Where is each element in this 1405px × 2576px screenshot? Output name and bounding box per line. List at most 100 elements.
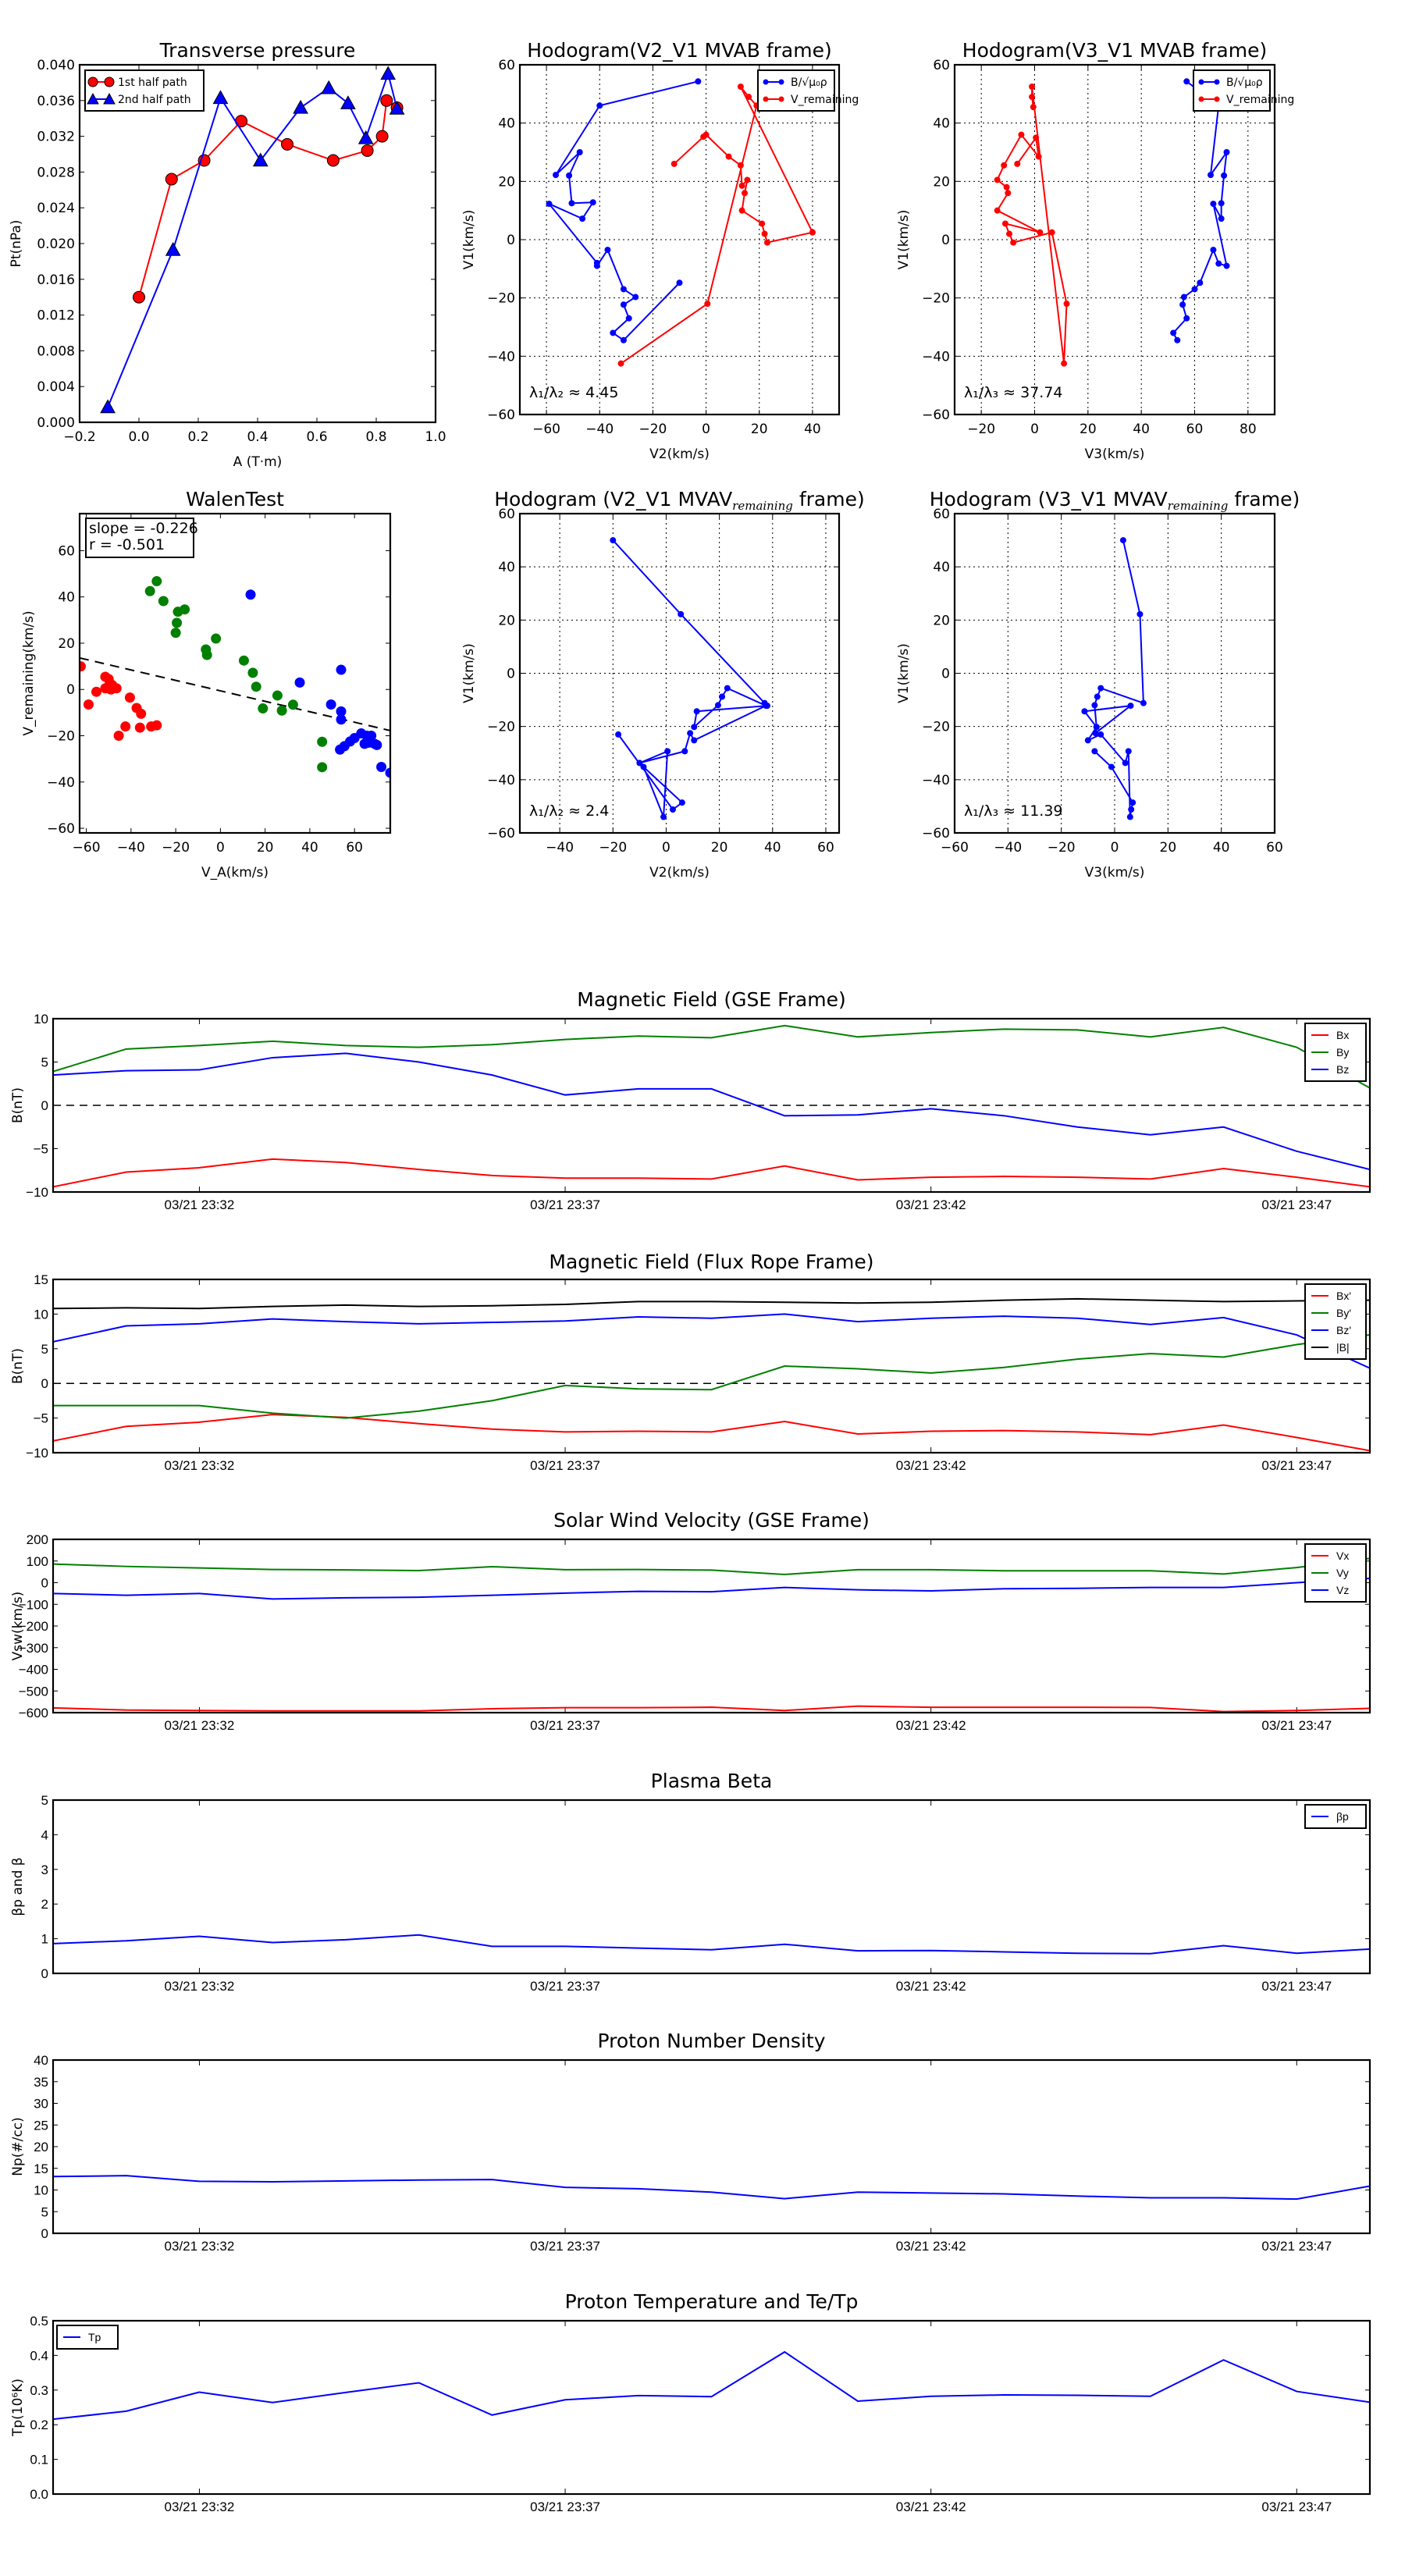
x-tick-label: 0.4	[247, 429, 268, 445]
x-axis-label: V_A(km/s)	[201, 865, 269, 881]
y-tick-label: 0.4	[30, 2348, 48, 2363]
x-tick-label: 03/21 23:37	[530, 1979, 600, 1994]
data-point	[1210, 247, 1217, 254]
legend-label: Vz	[1336, 1584, 1349, 1596]
y-tick-label: 40	[933, 116, 950, 132]
x-axis-label: V3(km/s)	[1085, 447, 1145, 462]
data-point	[1001, 162, 1008, 169]
x-tick-label: 20	[1080, 422, 1097, 437]
data-point	[809, 229, 816, 236]
data-point	[83, 699, 94, 710]
data-point	[1030, 104, 1037, 111]
chart-beta: Plasma Beta 0 1 2 3 4 5 03/21 23:32 03/21 23:37 0…	[10, 1770, 1371, 1994]
data-point	[1001, 220, 1008, 227]
x-tick-label: 40	[764, 840, 781, 856]
y-tick-label: 60	[933, 507, 950, 522]
data-point	[336, 664, 347, 675]
legend-label: Tp	[88, 2331, 101, 2343]
data-point	[681, 748, 688, 755]
plot-area	[53, 2350, 1370, 2421]
x-tick-label: 0.0	[128, 429, 149, 445]
x-tick-label: 03/21 23:42	[896, 1718, 966, 1733]
chart-vsw: Solar Wind Velocity (GSE Frame) −600 −500 −…	[10, 1509, 1371, 1733]
y-axis-label: V1(km/s)	[461, 643, 477, 703]
chart-title: Hodogram(V3_V1 MVAB frame)	[962, 39, 1267, 62]
data-point	[625, 315, 632, 322]
data-point	[589, 199, 596, 206]
legend-marker	[1214, 96, 1220, 102]
legend-box	[1193, 69, 1271, 112]
y-tick-label: 40	[58, 590, 75, 606]
legend: βp	[1304, 1804, 1367, 1829]
y-axis-label: Vsw(km/s)	[10, 1592, 26, 1661]
data-point	[1223, 262, 1230, 269]
y-tick-label: −40	[47, 775, 75, 791]
x-tick-label: 03/21 23:32	[165, 1718, 235, 1733]
data-point	[1183, 315, 1190, 322]
data-point	[1091, 748, 1098, 755]
h1-frame	[518, 63, 841, 416]
data-point	[1215, 260, 1222, 267]
data-point	[568, 200, 575, 207]
data-point	[340, 95, 356, 109]
plot-area	[53, 1024, 1370, 1188]
series-line-2	[53, 1052, 1370, 1171]
x-tick-label: 0.8	[365, 429, 386, 445]
data-point	[317, 762, 328, 773]
x-axis-label: V3(km/s)	[1085, 865, 1145, 881]
data-point	[1119, 537, 1126, 544]
legend: Bx By Bz	[1304, 1023, 1367, 1082]
x-tick-label: −20	[599, 840, 627, 856]
data-point	[1183, 78, 1190, 85]
data-point	[1136, 610, 1144, 617]
x-tick-label: 03/21 23:47	[1261, 2239, 1332, 2254]
data-point	[759, 220, 766, 227]
data-point	[1093, 724, 1100, 731]
y-tick-label: 60	[498, 58, 515, 73]
data-point	[670, 160, 678, 167]
data-point	[596, 102, 603, 109]
y-axis-label: V1(km/s)	[896, 210, 912, 270]
x-tick-label: 40	[804, 422, 821, 437]
data-point	[566, 172, 573, 179]
series-line-2	[53, 1313, 1370, 1369]
data-point	[1097, 685, 1104, 692]
x-tick-label: 60	[1186, 422, 1204, 437]
x-tick-label: 03/21 23:37	[530, 1718, 600, 1733]
data-point	[1014, 160, 1021, 167]
x-tick-label: 60	[817, 840, 834, 856]
data-point	[317, 736, 328, 747]
data-point	[719, 693, 726, 700]
x-tick-label: 03/21 23:47	[1261, 1718, 1332, 1733]
legend-label: Bz	[1336, 1063, 1349, 1076]
data-point	[1223, 149, 1230, 155]
x-tick-label: 60	[1266, 840, 1283, 856]
y-tick-label: 0	[507, 667, 515, 682]
data-point	[336, 714, 347, 725]
legend-label: By'	[1336, 1307, 1351, 1319]
y-tick-label: 0	[941, 667, 950, 682]
y-tick-label: 0.012	[37, 308, 75, 324]
y-tick-label: −10	[26, 1446, 48, 1461]
legend-label: βp	[1336, 1810, 1349, 1823]
legend-label: V_remaining	[1226, 94, 1294, 106]
y-tick-label: −600	[19, 1706, 48, 1720]
y-tick-label: −20	[922, 291, 950, 307]
data-point	[1179, 301, 1186, 308]
y-tick-label: 20	[933, 613, 950, 628]
data-point	[158, 596, 169, 607]
data-point	[293, 99, 308, 114]
data-point	[1122, 760, 1129, 767]
data-point	[272, 690, 283, 701]
y-tick-label: 30	[34, 2097, 48, 2112]
y-tick-label: −20	[922, 720, 950, 735]
data-point	[380, 66, 397, 80]
legend-marker	[87, 92, 99, 105]
tp-frame	[52, 2319, 1371, 2496]
plot-area	[100, 66, 405, 414]
y-tick-label: −400	[19, 1663, 48, 1678]
x-tick-label: 03/21 23:47	[1261, 1979, 1332, 1994]
data-point	[994, 176, 1001, 183]
x-tick-label: 03/21 23:32	[165, 1197, 235, 1212]
data-point	[151, 576, 162, 587]
